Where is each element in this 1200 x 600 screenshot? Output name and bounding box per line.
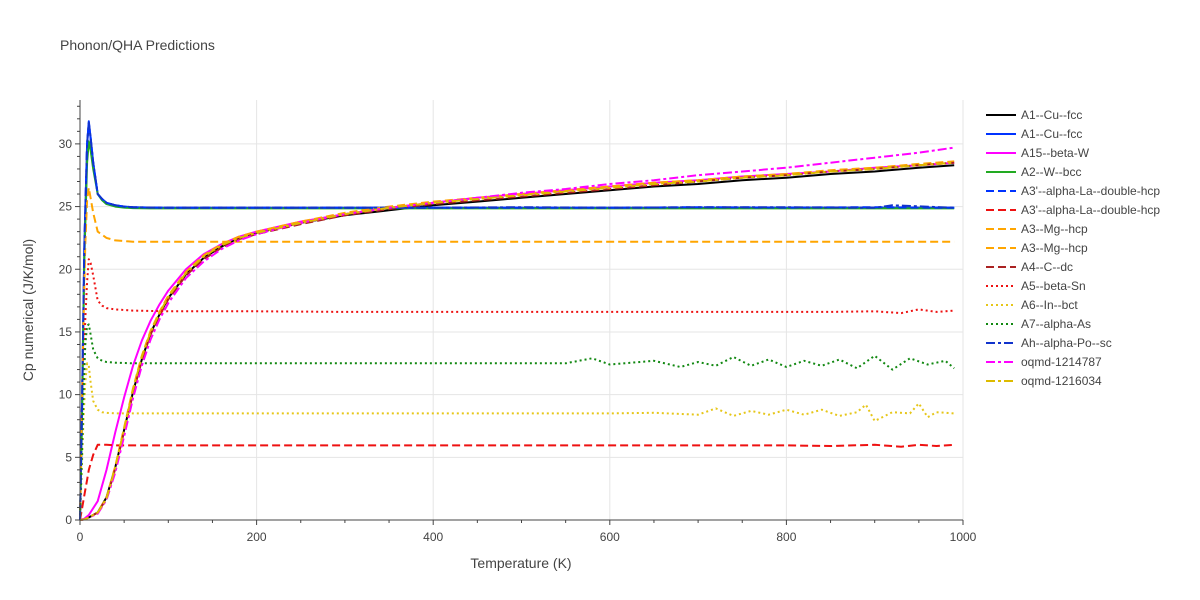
series-line-12	[79, 121, 955, 521]
y-tick-label: 25	[59, 200, 73, 214]
y-tick-label: 0	[65, 513, 72, 527]
y-tick-label: 20	[59, 262, 73, 276]
legend-label: A3'--alpha-La--double-hcp	[1021, 203, 1160, 217]
series-line-13	[79, 146, 955, 521]
series-layer	[79, 120, 955, 521]
series-line-6	[79, 186, 955, 521]
x-tick-label: 1000	[950, 530, 977, 544]
series-line-14	[79, 161, 955, 521]
x-tick-label: 0	[77, 530, 84, 544]
plot-background[interactable]	[80, 100, 963, 520]
legend-item-11[interactable]: A7--alpha-As	[986, 317, 1091, 331]
legend-item-5[interactable]: A3'--alpha-La--double-hcp	[986, 203, 1160, 217]
legend-item-6[interactable]: A3--Mg--hcp	[986, 222, 1088, 236]
legend-label: A3--Mg--hcp	[1021, 222, 1088, 236]
legend-item-9[interactable]: A5--beta-Sn	[986, 279, 1086, 293]
x-tick-label: 200	[247, 530, 267, 544]
series-line-9	[79, 258, 955, 521]
legend-item-7[interactable]: A3--Mg--hcp	[986, 241, 1088, 255]
legend-label: A3'--alpha-La--double-hcp	[1021, 184, 1160, 198]
legend-label: A4--C--dc	[1021, 260, 1073, 274]
x-axis-title: Temperature (K)	[470, 555, 571, 571]
y-tick-label: 15	[59, 325, 73, 339]
axes: 0 5 10 15 20 25 30 0 200 400 600 800 1000	[59, 100, 977, 544]
x-tick-label: 800	[776, 530, 796, 544]
x-tick-label: 600	[600, 530, 620, 544]
legend-item-14[interactable]: oqmd-1216034	[986, 374, 1102, 388]
legend-item-10[interactable]: A6--In--bct	[986, 298, 1078, 312]
legend-label: A1--Cu--fcc	[1021, 108, 1082, 122]
legend-item-12[interactable]: Ah--alpha-Po--sc	[986, 336, 1112, 350]
legend-label: A6--In--bct	[1021, 298, 1078, 312]
legend-label: A7--alpha-As	[1021, 317, 1091, 331]
series-line-7	[79, 160, 955, 521]
plot-area[interactable]	[80, 100, 963, 520]
legend-label: A5--beta-Sn	[1021, 279, 1086, 293]
legend-label: A1--Cu--fcc	[1021, 127, 1082, 141]
chart-title: Phonon/QHA Predictions	[60, 37, 215, 53]
legend-item-2[interactable]: A15--beta-W	[986, 146, 1090, 160]
legend-item-1[interactable]: A1--Cu--fcc	[986, 127, 1082, 141]
series-line-0	[79, 164, 955, 521]
x-tick-label: 400	[423, 530, 443, 544]
legend-label: Ah--alpha-Po--sc	[1021, 336, 1112, 350]
y-tick-label: 10	[59, 388, 73, 402]
legend-item-13[interactable]: oqmd-1214787	[986, 355, 1102, 369]
legend-item-8[interactable]: A4--C--dc	[986, 260, 1073, 274]
legend-item-3[interactable]: A2--W--bcc	[986, 165, 1081, 179]
legend-item-4[interactable]: A3'--alpha-La--double-hcp	[986, 184, 1160, 198]
y-tick-label: 30	[59, 137, 73, 151]
series-line-10	[79, 362, 955, 521]
legend-label: oqmd-1214787	[1021, 355, 1102, 369]
legend-label: A15--beta-W	[1021, 146, 1090, 160]
series-line-11	[79, 323, 955, 521]
legend-label: A3--Mg--hcp	[1021, 241, 1088, 255]
y-axis-title: Cp numerical (J/K/mol)	[20, 239, 36, 381]
legend-label: oqmd-1216034	[1021, 374, 1102, 388]
y-tick-label: 5	[65, 450, 72, 464]
legend-item-0[interactable]: A1--Cu--fcc	[986, 108, 1082, 122]
series-line-5	[79, 443, 955, 521]
legend: A1--Cu--fcc A1--Cu--fcc A15--beta-W A2--W--…	[986, 108, 1160, 388]
legend-label: A2--W--bcc	[1021, 165, 1081, 179]
